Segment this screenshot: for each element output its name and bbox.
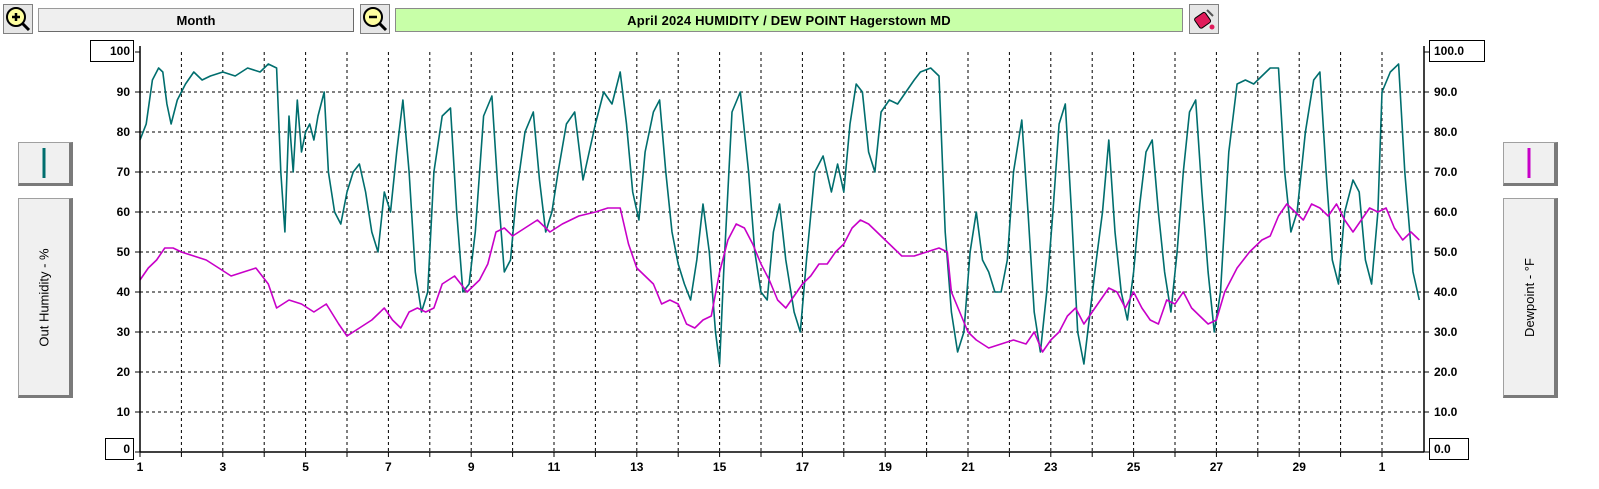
humidity-axis-button[interactable]: Out Humidity - % [18, 198, 73, 398]
grid [140, 52, 1424, 452]
x-tick-label: 3 [219, 460, 226, 474]
x-tick-label: 29 [1293, 460, 1307, 474]
x-tick-label: 9 [468, 460, 475, 474]
axes [135, 46, 1429, 457]
right-min-input[interactable]: 0.0 [1429, 438, 1469, 460]
right-y-tick-label: 80.0 [1434, 125, 1458, 139]
left-y-tick-label: 90 [117, 85, 131, 99]
dewpoint-series-swatch [1527, 148, 1531, 178]
x-tick-label: 1 [137, 460, 144, 474]
x-tick-label: 5 [302, 460, 309, 474]
x-tick-label: 1 [1379, 460, 1386, 474]
right-min-value: 0.0 [1434, 442, 1451, 456]
humidity-series-line [139, 63, 1421, 365]
dewpoint-axis-button[interactable]: Dewpoint - °F [1503, 198, 1558, 398]
dewpoint-series-line [139, 203, 1420, 353]
zoom-in-button[interactable] [3, 4, 33, 34]
left-min-input[interactable]: 0 [105, 438, 134, 460]
left-y-tick-label: 50 [117, 245, 131, 259]
chart-title-text: April 2024 HUMIDITY / DEW POINT Hagersto… [627, 12, 951, 28]
left-max-input[interactable]: 100 [90, 40, 134, 62]
x-tick-label: 11 [548, 460, 561, 474]
tick-labels: 10203040506070809010.020.030.040.050.060… [117, 85, 1458, 474]
zoom-out-button[interactable] [360, 4, 390, 34]
magnifier-plus-icon [6, 7, 31, 32]
right-y-tick-label: 70.0 [1434, 165, 1458, 179]
x-tick-label: 13 [630, 460, 644, 474]
x-tick-label: 19 [879, 460, 893, 474]
x-tick-label: 7 [385, 460, 392, 474]
left-y-tick-label: 30 [117, 325, 131, 339]
left-y-tick-label: 20 [117, 365, 131, 379]
right-y-tick-label: 50.0 [1434, 245, 1458, 259]
humidity-series-swatch [42, 148, 46, 178]
right-y-tick-label: 10.0 [1434, 405, 1458, 419]
left-y-tick-label: 80 [117, 125, 131, 139]
left-max-value: 100 [109, 44, 130, 58]
x-tick-label: 23 [1044, 460, 1058, 474]
left-y-tick-label: 40 [117, 285, 131, 299]
right-max-input[interactable]: 100.0 [1429, 40, 1485, 62]
x-tick-label: 15 [713, 460, 727, 474]
left-y-tick-label: 60 [117, 205, 131, 219]
magnifier-minus-icon [363, 7, 388, 32]
series-layer [139, 63, 1421, 365]
x-tick-label: 25 [1127, 460, 1141, 474]
right-max-value: 100.0 [1434, 44, 1465, 58]
period-selector[interactable]: Month [38, 8, 354, 32]
color-picker-button[interactable] [1189, 4, 1219, 34]
humidity-series-color-button[interactable] [18, 142, 73, 186]
dewpoint-series-color-button[interactable] [1503, 142, 1558, 186]
right-y-tick-label: 20.0 [1434, 365, 1458, 379]
x-tick-label: 21 [961, 460, 975, 474]
right-y-tick-label: 40.0 [1434, 285, 1458, 299]
right-y-tick-label: 30.0 [1434, 325, 1458, 339]
right-y-tick-label: 90.0 [1434, 85, 1458, 99]
right-y-tick-label: 60.0 [1434, 205, 1458, 219]
x-tick-label: 27 [1210, 460, 1224, 474]
left-y-tick-label: 70 [117, 165, 131, 179]
left-y-tick-label: 10 [117, 405, 131, 419]
period-label: Month [176, 12, 216, 28]
x-tick-label: 17 [796, 460, 810, 474]
left-min-value: 0 [123, 442, 130, 456]
chart-title: April 2024 HUMIDITY / DEW POINT Hagersto… [395, 8, 1183, 32]
paint-bucket-icon [1194, 9, 1215, 30]
